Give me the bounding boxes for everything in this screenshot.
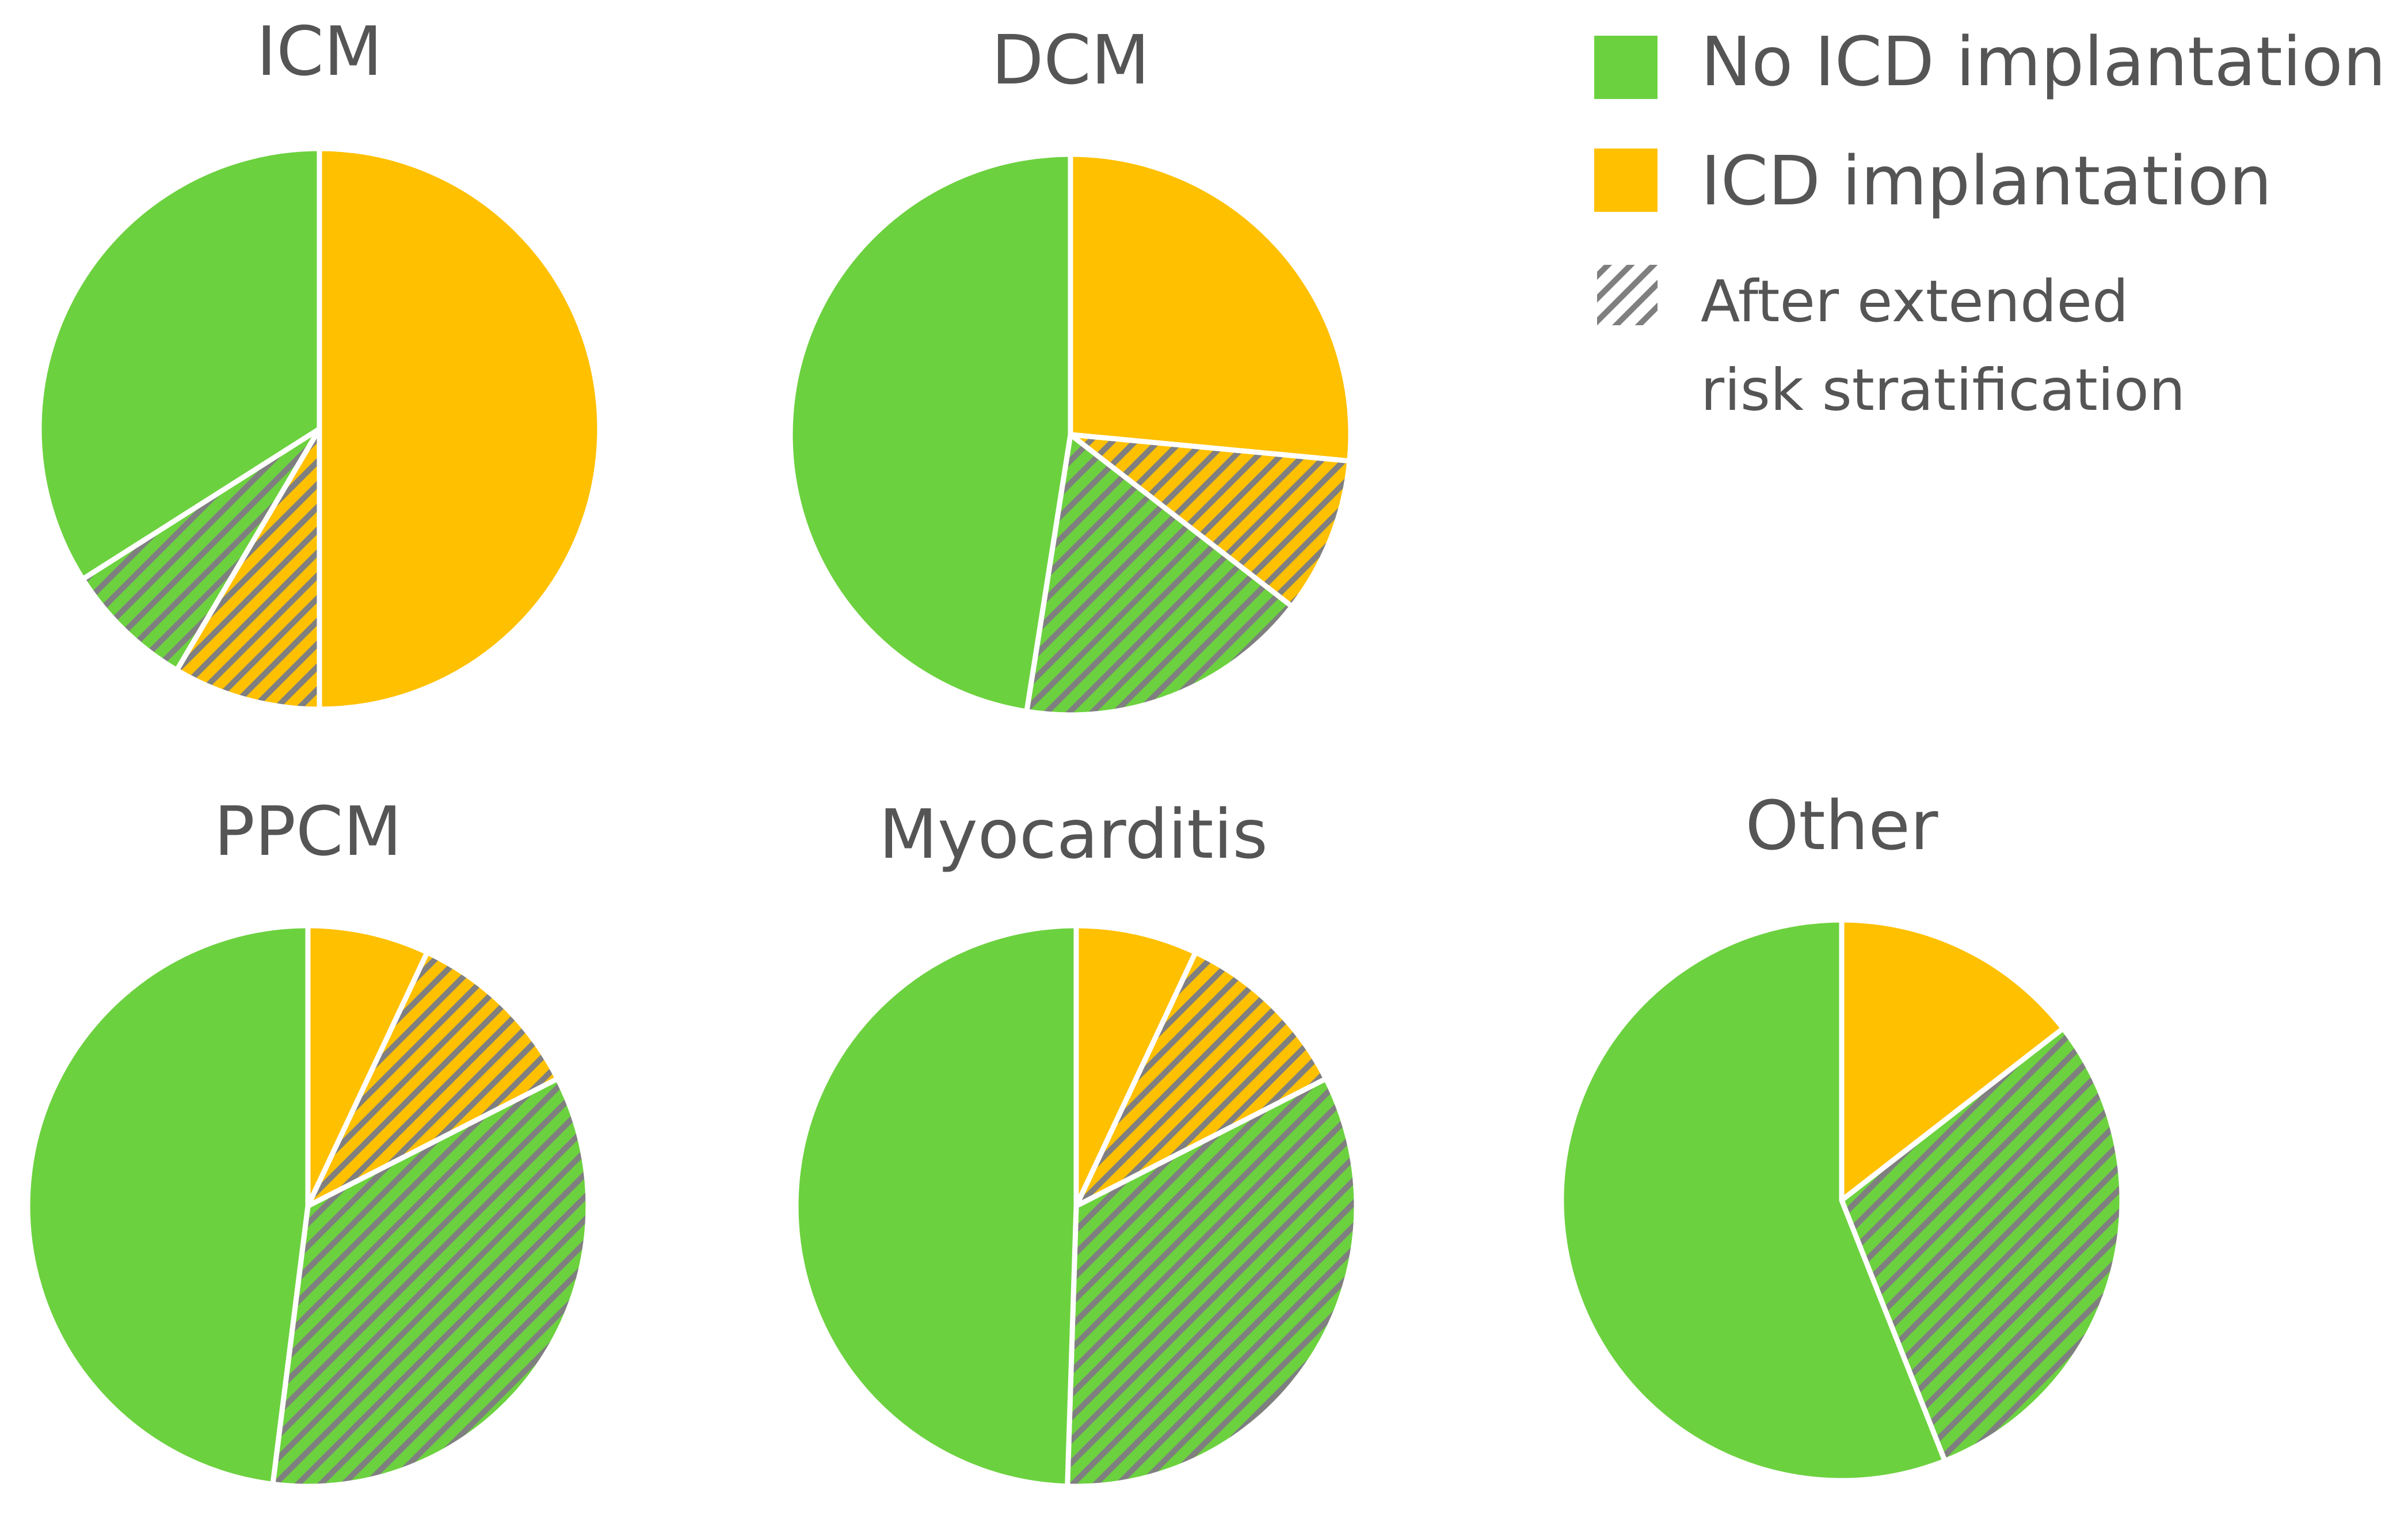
pie-slice-icm-1 bbox=[174, 426, 322, 712]
pie-slice-icm-3 bbox=[36, 146, 322, 582]
legend: No ICD implantation ICD implantation Aft… bbox=[1594, 22, 2386, 424]
pie-icm: ICM bbox=[36, 12, 603, 712]
pie-slice-other-2 bbox=[1559, 917, 1948, 1483]
pie-slices-ppcm bbox=[25, 923, 591, 1489]
pie-slice-other-1 bbox=[1839, 1026, 2125, 1464]
pie-slice-dcm-1 bbox=[1068, 432, 1352, 609]
pie-slice-myocarditis-0 bbox=[1073, 923, 1198, 1209]
pie-slice-dcm-2 bbox=[1024, 432, 1295, 718]
legend-label-icd: ICD implantation bbox=[1701, 141, 2272, 220]
legend-swatch-icd bbox=[1594, 149, 1658, 212]
legend-label-no-icd: No ICD implantation bbox=[1701, 22, 2386, 101]
pie-title-dcm: DCM bbox=[991, 20, 1149, 100]
pie-title-ppcm: PPCM bbox=[214, 792, 402, 871]
pie-title-icm: ICM bbox=[256, 12, 382, 91]
pie-slice-ppcm-2 bbox=[270, 1076, 591, 1489]
pie-ppcm: PPCM bbox=[25, 792, 591, 1489]
pie-slice-ppcm-3 bbox=[25, 923, 311, 1487]
pie-slice-icm-2 bbox=[80, 426, 322, 673]
pie-slice-myocarditis-3 bbox=[793, 923, 1079, 1489]
legend-label-hatch-line1: After extended bbox=[1701, 268, 2128, 335]
pie-slice-myocarditis-1 bbox=[1073, 949, 1329, 1209]
legend-swatch-hatch bbox=[1597, 265, 1658, 325]
pie-slice-icm-0 bbox=[317, 146, 603, 712]
pie-title-other: Other bbox=[1745, 786, 1938, 865]
pie-title-myocarditis: Myocarditis bbox=[879, 794, 1268, 874]
pie-other: Other bbox=[1559, 786, 2125, 1483]
pie-slices-other bbox=[1559, 917, 2125, 1483]
pie-myocarditis: Myocarditis bbox=[793, 794, 1359, 1489]
pie-slice-ppcm-0 bbox=[305, 923, 430, 1209]
pie-slices-icm bbox=[36, 146, 603, 712]
legend-label-hatch-line2: risk stratification bbox=[1701, 356, 2185, 424]
pie-slice-other-0 bbox=[1839, 917, 2066, 1203]
pie-dcm: DCM bbox=[787, 20, 1354, 718]
pie-slices-myocarditis bbox=[793, 923, 1359, 1489]
legend-swatch-no-icd bbox=[1594, 36, 1658, 99]
pie-slices-dcm bbox=[787, 151, 1354, 718]
pie-slice-myocarditis-2 bbox=[1065, 1076, 1359, 1489]
pie-slice-ppcm-1 bbox=[305, 949, 561, 1209]
pie-slice-dcm-0 bbox=[1068, 151, 1354, 464]
pie-slice-dcm-3 bbox=[787, 151, 1073, 714]
